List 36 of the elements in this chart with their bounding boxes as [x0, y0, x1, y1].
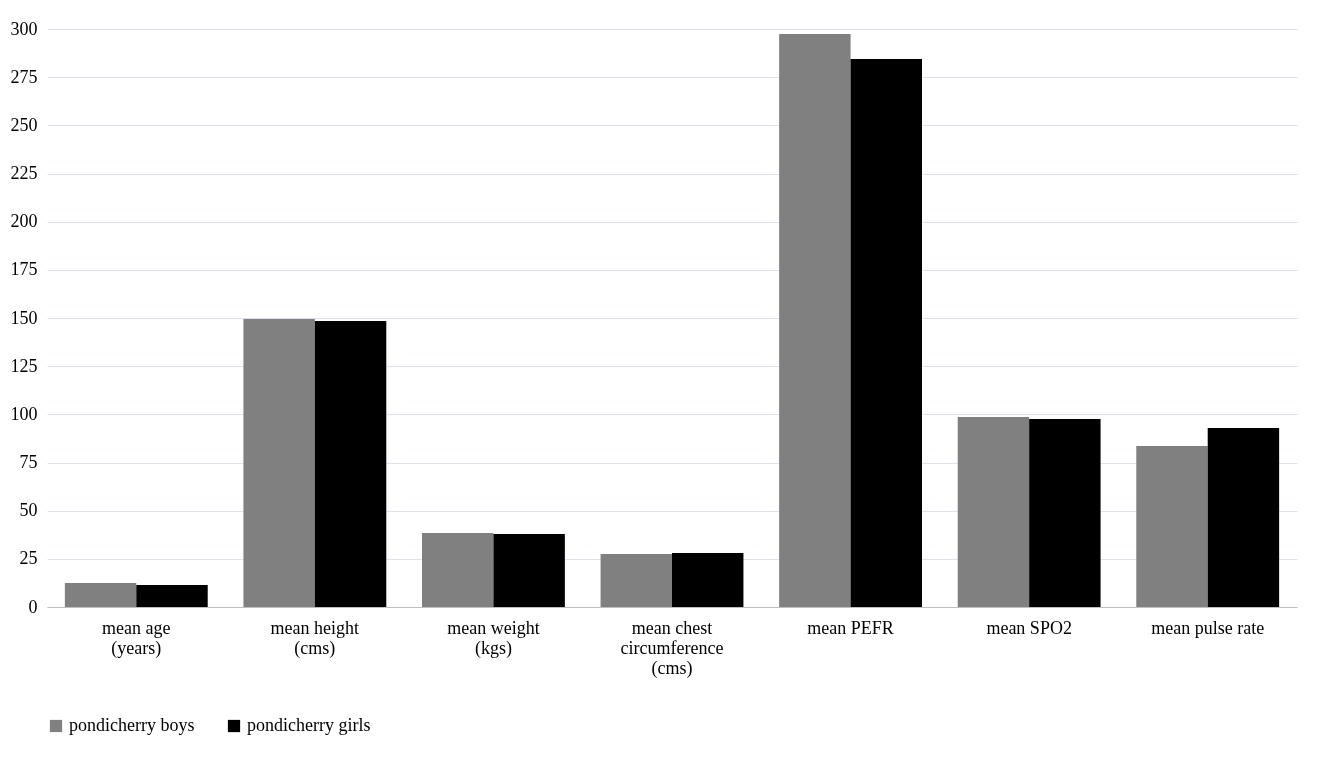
bar	[64, 582, 137, 607]
bar	[243, 318, 315, 607]
bar	[850, 59, 922, 607]
y-tick-label: 250	[10, 114, 38, 135]
legend-label: pondicherry girls	[247, 715, 371, 735]
y-tick-label: 25	[19, 548, 38, 569]
bar	[1207, 428, 1280, 607]
bar	[600, 554, 672, 607]
x-tick-label: mean height (cms)	[270, 617, 360, 659]
y-tick-label: 200	[10, 211, 38, 232]
x-tick-label: mean PEFR	[807, 617, 894, 638]
y-tick-label: 0	[28, 596, 38, 617]
y-tick-label: 50	[19, 500, 38, 521]
bar	[779, 34, 851, 607]
legend-label: pondicherry boys	[69, 715, 195, 735]
x-tick-label: mean age (years)	[102, 617, 171, 659]
x-tick-label: mean pulse rate	[1151, 617, 1265, 638]
y-tick-label: 300	[10, 18, 38, 39]
y-tick-label: 175	[10, 259, 38, 280]
x-tick-label: mean weight (kgs)	[447, 617, 540, 659]
bar	[957, 417, 1030, 607]
bar	[1029, 418, 1101, 607]
x-tick-label: mean chest circumference (cms)	[620, 617, 724, 679]
x-tick-label: mean SPO2	[986, 617, 1072, 638]
bar	[1136, 445, 1208, 607]
y-tick-label: 100	[10, 403, 38, 424]
bar	[422, 533, 494, 607]
bar	[136, 585, 208, 607]
bar	[314, 321, 387, 607]
bar	[672, 553, 744, 607]
y-tick-label: 150	[10, 307, 38, 328]
y-tick-label: 275	[10, 66, 38, 87]
bar	[493, 533, 565, 607]
y-tick-label: 75	[19, 452, 38, 472]
y-tick-label: 225	[10, 163, 38, 183]
y-tick-label: 125	[10, 355, 38, 376]
